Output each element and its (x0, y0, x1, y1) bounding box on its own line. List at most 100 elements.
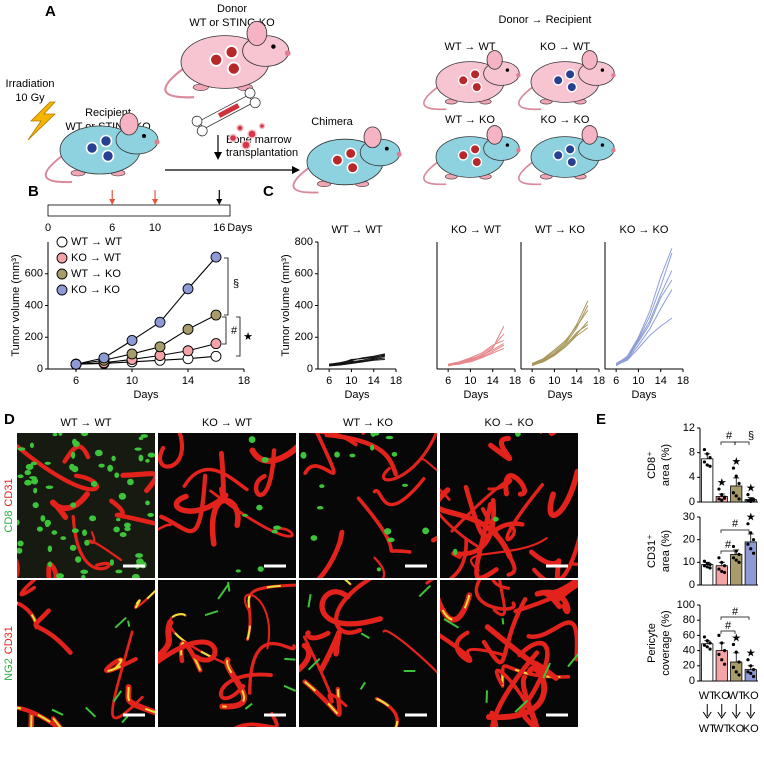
cd8-cell (385, 435, 394, 440)
y-tick-label: 60 (683, 629, 695, 641)
cd8-cell (119, 532, 127, 538)
vessel (243, 593, 270, 650)
mouse-cell (457, 74, 469, 86)
x-tick-label: 18 (509, 375, 521, 387)
data-point (734, 549, 738, 553)
annotation: § (233, 278, 239, 290)
vessel (494, 668, 537, 727)
series-line (329, 358, 385, 367)
pericyte (30, 715, 33, 727)
data-point (720, 498, 724, 502)
pericyte (105, 658, 137, 672)
x-axis-label: Days (133, 389, 159, 401)
data-point (734, 670, 738, 674)
vessel (209, 497, 241, 547)
series-line (615, 270, 673, 364)
series-line (615, 317, 673, 366)
ng2-signal (114, 616, 127, 629)
vessel (316, 529, 345, 578)
data-point (749, 664, 753, 668)
cd8-cell (349, 453, 356, 458)
mouse-nose (611, 147, 616, 153)
category-arrow-head (702, 711, 712, 719)
y-tick-label: 30 (683, 511, 695, 523)
mouse-tail (423, 86, 447, 111)
data-point (705, 561, 709, 566)
vessel (492, 580, 507, 617)
arrow-head (292, 166, 300, 174)
cd8-cell (40, 515, 46, 522)
groups-title: Donor → Recipient (499, 14, 592, 26)
vessel (19, 580, 37, 597)
cd8-cell (17, 540, 24, 547)
y-tick-label: 100 (677, 599, 695, 611)
cd8-cell (135, 553, 144, 558)
group-label: WT → KO (445, 114, 495, 126)
micrograph (17, 433, 155, 578)
irradiation-label: Irradiation (6, 78, 55, 90)
cd8-cell (25, 463, 34, 471)
cd8-cell (80, 433, 89, 437)
cd8-cell (80, 569, 89, 575)
vessel (248, 642, 296, 695)
vessel (159, 473, 208, 534)
data-point (737, 497, 741, 501)
data-point (717, 497, 721, 501)
cd8-cell (47, 545, 53, 553)
mouse-nose (611, 72, 616, 78)
y-axis-label: area (%) (660, 444, 672, 486)
data-point (731, 544, 736, 549)
y-tick-label: 0 (37, 363, 43, 375)
data-point (737, 552, 741, 557)
data-point (751, 551, 756, 555)
vessel (532, 535, 578, 578)
cd8-cell (145, 458, 150, 463)
series-line (531, 309, 589, 364)
vessel (324, 433, 398, 477)
data-point (702, 564, 707, 568)
data-point (722, 496, 727, 500)
cd8-cell (370, 444, 375, 451)
category-recipient: WT (699, 723, 716, 735)
pericyte (304, 680, 341, 716)
cd8-cell (334, 451, 340, 458)
cd8-cell (44, 519, 52, 527)
pericyte (134, 589, 155, 609)
data-point (182, 323, 194, 335)
data-point (708, 641, 712, 645)
timeline-tick-label: 6 (109, 222, 115, 234)
ng2-signal (443, 618, 459, 629)
cd8-cell (69, 463, 75, 471)
ng2-signal (307, 657, 321, 671)
ng2-signal (514, 699, 529, 713)
data-point (705, 452, 709, 456)
mouse-nose (516, 72, 521, 78)
vessel (62, 444, 91, 464)
series-line (448, 343, 505, 365)
vessel (109, 498, 155, 526)
cd8-cell (70, 502, 77, 508)
micrograph (440, 580, 578, 727)
cd8-cell (31, 477, 39, 485)
mouse-cell (469, 68, 481, 80)
cd8-cell (127, 478, 134, 486)
mouse-cell (552, 74, 564, 86)
column-label: WT → KO (343, 417, 393, 429)
legend-label: KO → WT (71, 252, 121, 264)
vessel (249, 444, 296, 464)
mouse-cell (457, 149, 469, 161)
vessel (373, 556, 386, 578)
cd8-cell (52, 433, 58, 437)
series-line (615, 289, 673, 365)
marrow (217, 103, 240, 118)
y-tick-label: 800 (295, 236, 313, 248)
ng2-signal (227, 581, 231, 592)
category-donor: WT (699, 690, 716, 702)
timeline-tick-label: 10 (149, 222, 161, 234)
cd8-cell (17, 447, 26, 451)
row-label-part: CD8 (3, 511, 15, 533)
cd8-cell (145, 500, 150, 506)
data-point (717, 567, 721, 571)
data-point (702, 635, 707, 639)
x-tick-label: 6 (529, 375, 535, 387)
